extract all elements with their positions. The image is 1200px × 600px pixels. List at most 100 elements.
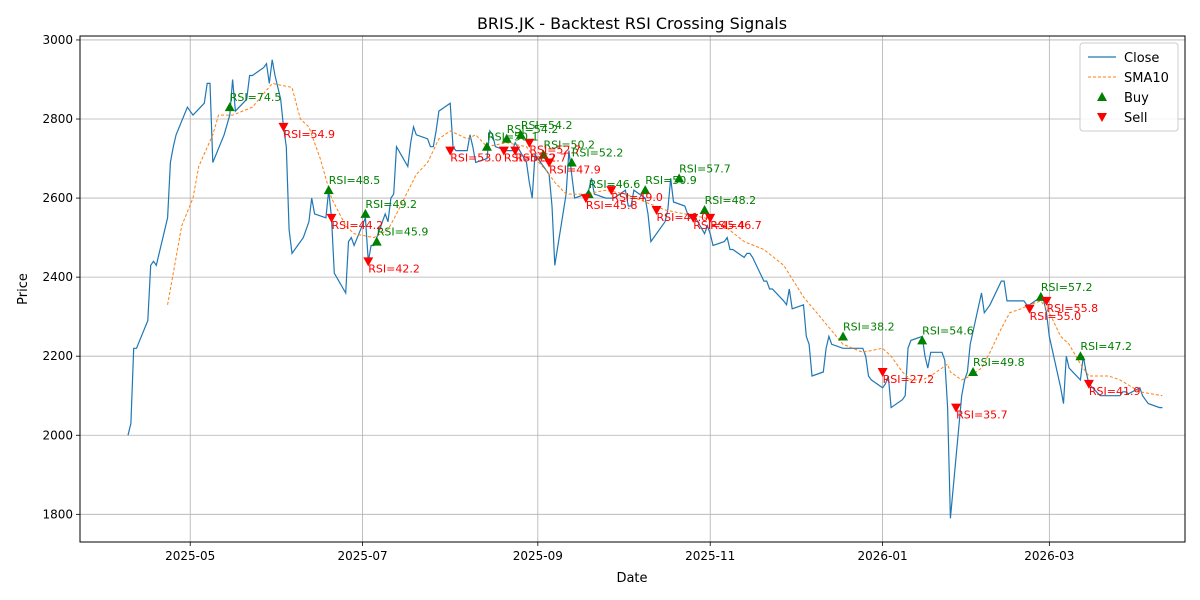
legend-label: Close <box>1124 51 1159 66</box>
buy-marker <box>538 149 549 159</box>
sell-annotation: RSI=41.9 <box>1089 385 1141 398</box>
buy-marker <box>481 141 492 151</box>
sma10-line <box>167 82 1163 397</box>
buy-marker <box>566 157 577 167</box>
buy-marker <box>838 331 849 341</box>
sell-annotation: RSI=52.7 <box>529 144 581 157</box>
sell-annotation: RSI=52.7 <box>515 152 567 165</box>
sell-marker <box>524 138 535 148</box>
series-layer <box>127 59 1163 519</box>
buy-marker <box>674 173 685 183</box>
legend-box <box>1079 42 1179 132</box>
sell-annotation: RSI=54.9 <box>283 128 335 141</box>
sell-marker <box>278 122 289 132</box>
sell-marker <box>363 257 374 267</box>
buy-annotation: RSI=57.2 <box>1041 281 1093 294</box>
sell-annotation: RSI=49.0 <box>611 191 663 204</box>
sell-annotation: RSI=51.2 <box>504 152 556 165</box>
sell-marker <box>651 205 662 215</box>
sell-marker <box>580 194 591 204</box>
y-tick-label: 3000 <box>42 33 73 47</box>
sell-annotation: RSI=55.0 <box>1030 310 1082 323</box>
sell-annotation: RSI=53.0 <box>450 152 502 165</box>
sell-annotation: RSI=55.8 <box>1047 302 1099 315</box>
y-axis-title: Price <box>16 273 31 305</box>
buy-marker <box>515 129 526 139</box>
sell-marker <box>951 403 962 413</box>
y-axis: 1800 2000 2200 2400 2600 2800 3000 <box>42 33 80 521</box>
buy-annotation: RSI=54.6 <box>922 324 974 337</box>
signal-annotations: RSI=74.5 RSI=48.5 RSI=49.2 RSI=45.9 RSI=50.1… <box>230 91 1141 421</box>
sell-marker <box>326 213 337 223</box>
y-tick-label: 2800 <box>42 112 73 126</box>
legend-label: SMA10 <box>1124 71 1169 86</box>
chart-title: BRIS.JK - Backtest RSI Crossing Signals <box>477 14 787 33</box>
buy-annotation: RSI=38.2 <box>843 320 895 333</box>
sell-marker <box>877 368 888 378</box>
legend-label: Buy <box>1124 91 1149 106</box>
buy-marker <box>640 185 651 195</box>
sell-annotation: RSI=45.4 <box>693 219 745 232</box>
sell-marker <box>445 146 456 156</box>
sell-annotation: RSI=47.9 <box>549 164 601 177</box>
buy-annotation: RSI=50.9 <box>645 174 697 187</box>
sell-marker <box>688 213 699 223</box>
sell-annotation: RSI=44.0 <box>657 211 709 224</box>
x-axis-title: Date <box>616 571 647 586</box>
buy-marker <box>323 185 334 195</box>
sell-marker <box>705 213 716 223</box>
legend-buy-swatch <box>1097 92 1107 101</box>
buy-annotation: RSI=52.2 <box>572 147 624 160</box>
buy-marker <box>1075 351 1086 361</box>
buy-annotation: RSI=57.7 <box>679 162 731 175</box>
buy-annotation: RSI=49.2 <box>365 198 417 211</box>
buy-annotation: RSI=74.5 <box>230 91 282 104</box>
x-tick-label: 2026-01 <box>858 549 908 563</box>
sell-annotation: RSI=45.8 <box>586 199 638 212</box>
buy-annotation: RSI=46.6 <box>589 178 641 191</box>
close-price-line <box>127 59 1163 519</box>
signal-markers <box>224 102 1094 413</box>
y-tick-label: 2400 <box>42 270 73 284</box>
buy-marker <box>224 102 235 112</box>
buy-marker <box>360 208 371 218</box>
buy-marker <box>968 367 979 377</box>
plot-frame <box>79 35 1186 543</box>
x-tick-label: 2026-03 <box>1024 549 1074 563</box>
sell-annotation: RSI=46.7 <box>710 219 762 232</box>
sell-marker <box>510 146 521 156</box>
sell-marker <box>1041 296 1052 306</box>
y-tick-label: 2000 <box>42 428 73 442</box>
y-tick-label: 2200 <box>42 349 73 363</box>
x-axis: 2025-05 2025-07 2025-09 2025-11 2026-01 2026-… <box>165 542 1074 563</box>
sell-annotation: RSI=35.7 <box>956 409 1008 422</box>
x-tick-label: 2025-09 <box>513 549 563 563</box>
x-tick-label: 2025-11 <box>685 549 735 563</box>
y-tick-label: 2600 <box>42 191 73 205</box>
buy-marker <box>501 133 512 143</box>
sell-marker <box>1024 304 1035 314</box>
buy-annotation: RSI=47.2 <box>1080 340 1132 353</box>
sell-annotation: RSI=44.2 <box>332 219 384 232</box>
sell-marker <box>544 158 555 168</box>
buy-annotation: RSI=48.2 <box>705 194 757 207</box>
y-tick-label: 1800 <box>42 507 73 521</box>
x-tick-label: 2025-07 <box>338 549 388 563</box>
legend-sell-swatch <box>1097 113 1107 122</box>
x-tick-label: 2025-05 <box>165 549 215 563</box>
sell-marker <box>498 146 509 156</box>
buy-annotation: RSI=48.5 <box>329 174 381 187</box>
buy-annotation: RSI=50.2 <box>543 139 595 152</box>
sell-marker <box>1083 379 1094 389</box>
buy-marker <box>371 236 382 246</box>
legend-label: Sell <box>1124 111 1147 126</box>
buy-annotation: RSI=49.8 <box>973 356 1025 369</box>
sell-marker <box>606 186 617 196</box>
buy-annotation: RSI=45.9 <box>377 226 429 239</box>
grid <box>80 36 1185 542</box>
buy-marker <box>699 204 710 214</box>
buy-annotation: RSI=54.2 <box>507 123 559 136</box>
legend: Close SMA10 Buy Sell <box>1079 42 1179 132</box>
sell-annotation: RSI=42.2 <box>368 262 420 275</box>
